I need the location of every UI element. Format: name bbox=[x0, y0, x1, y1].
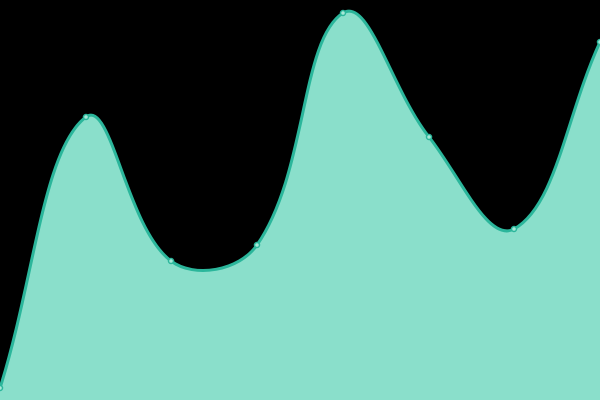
data-point-marker[interactable] bbox=[0, 384, 4, 392]
data-point-marker[interactable] bbox=[167, 257, 175, 265]
data-point-marker[interactable] bbox=[510, 225, 518, 233]
data-point-marker[interactable] bbox=[82, 113, 90, 121]
data-point-marker[interactable] bbox=[253, 241, 261, 249]
data-point-marker[interactable] bbox=[339, 9, 347, 17]
data-point-marker[interactable] bbox=[596, 38, 600, 46]
data-point-marker[interactable] bbox=[425, 133, 433, 141]
area-fill bbox=[0, 11, 600, 400]
